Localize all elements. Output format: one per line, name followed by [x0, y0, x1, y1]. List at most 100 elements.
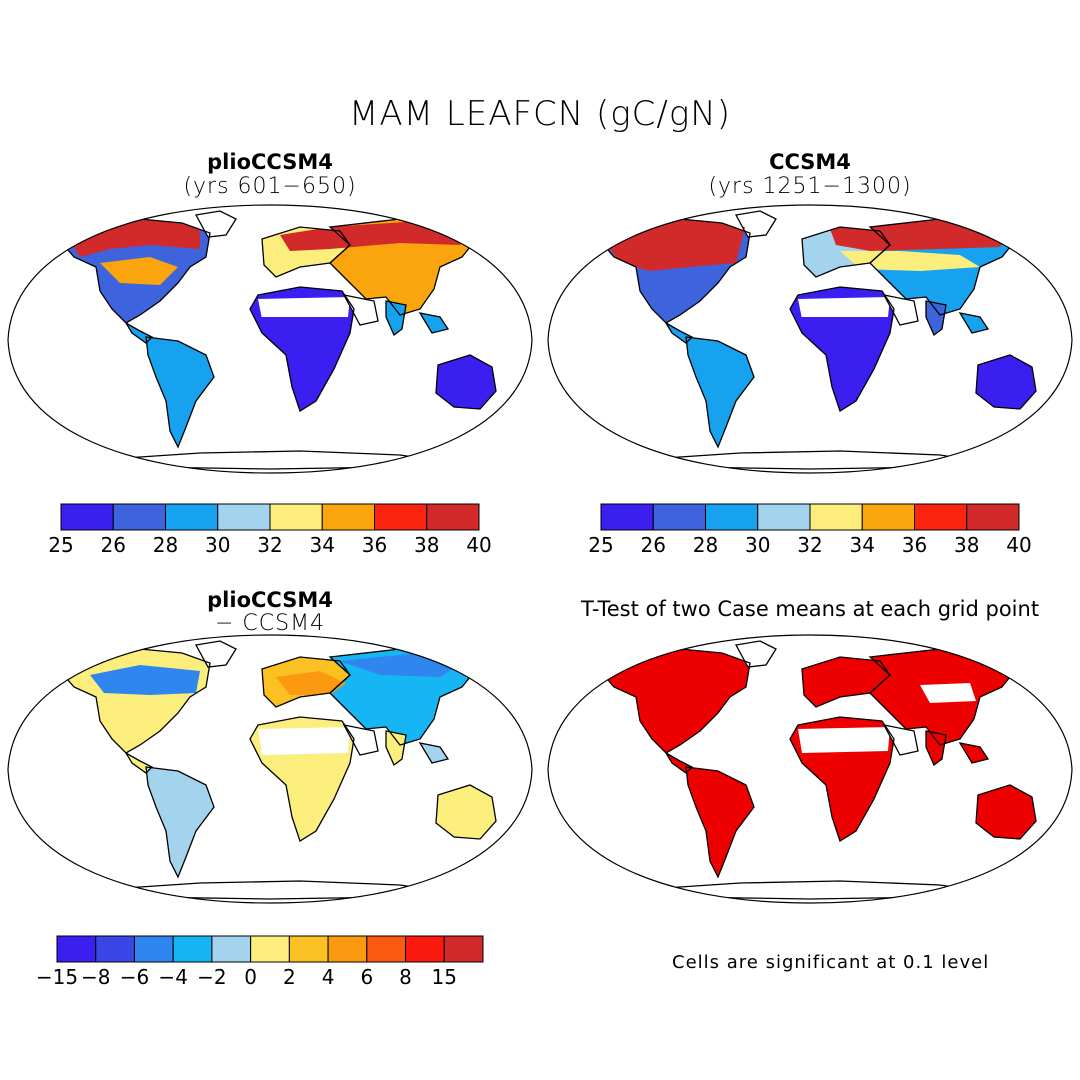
- colorbar-difference: [56, 935, 484, 963]
- land-ant: [110, 881, 440, 899]
- colorbar-swatch: [112, 503, 166, 531]
- panel-subtitle-bottom-left: − CCSM4: [214, 611, 326, 636]
- land-india: [386, 301, 406, 335]
- colorbar-swatch: [443, 935, 484, 963]
- desert-patch: [258, 297, 350, 319]
- colorbar-swatch: [652, 503, 706, 531]
- coastline: [789, 286, 895, 412]
- colorbar-swatch: [165, 503, 219, 531]
- colorbar-tick-label: 40: [1006, 533, 1032, 557]
- colorbar-swatch: [56, 935, 97, 963]
- land-sa: [686, 337, 754, 447]
- land-ant: [650, 881, 980, 899]
- map-panel-ccsm4: [547, 204, 1073, 474]
- land-aus: [436, 355, 496, 409]
- colorbar-swatch: [269, 503, 323, 531]
- colorbar-tick-label: 26: [640, 533, 666, 557]
- panel-title-bottom-left: plioCCSM4: [207, 588, 333, 612]
- colorbar-swatch: [288, 935, 329, 963]
- colorbar-tick-label: 25: [48, 533, 74, 557]
- colorbar-swatch: [426, 503, 480, 531]
- map-border: [7, 634, 533, 904]
- coastline: [882, 724, 919, 756]
- map-panel-pliocene: [7, 204, 533, 474]
- colorbar-tick-label: 8: [399, 965, 412, 989]
- colorbar-tick-label: −2: [197, 965, 227, 989]
- colorbar-tick-label: 2: [282, 965, 296, 989]
- colorbar-difference-ticks: −15 −8 −6 −4 −2 0 2 4 6 8 15: [36, 965, 483, 991]
- coastline: [60, 218, 211, 324]
- colorbar-tick-label: 32: [257, 533, 283, 557]
- coastline: [789, 716, 895, 842]
- map-border: [547, 634, 1073, 904]
- desert-patch: [258, 727, 350, 755]
- land-sa: [146, 337, 214, 447]
- coastline: [975, 354, 1037, 410]
- colorbar-swatch: [217, 503, 271, 531]
- coastline: [925, 300, 947, 337]
- colorbar-tick-label: 34: [309, 533, 335, 557]
- significance-note: Cells are significant at 0.1 level: [672, 952, 990, 973]
- colorbar-swatch: [172, 935, 213, 963]
- panel-subtitle-top-left: (yrs 601−650): [183, 174, 357, 199]
- colorbar-tick-label: 38: [414, 533, 440, 557]
- coastline: [685, 336, 755, 449]
- land-arab: [344, 725, 378, 755]
- panel-title-top-right: CCSM4: [769, 150, 851, 174]
- colorbar-swatch: [966, 503, 1020, 531]
- colorbar-ccsm4: [600, 503, 1020, 531]
- coastline: [194, 640, 237, 668]
- europe-patch: [276, 671, 346, 695]
- sahel-patch: [800, 317, 886, 333]
- colorbar-swatch: [861, 503, 915, 531]
- coastline: [249, 286, 355, 412]
- colorbar-tick-label: 30: [205, 533, 231, 557]
- colorbar-swatch: [321, 503, 375, 531]
- land-india: [386, 731, 406, 765]
- colorbar-swatch: [914, 503, 968, 531]
- coastline: [975, 784, 1037, 840]
- coastline: [734, 640, 777, 668]
- land-sea: [420, 743, 448, 763]
- not-significant-patch: [920, 683, 976, 703]
- land-green: [196, 211, 236, 237]
- coastline: [342, 294, 379, 326]
- colorbar-tick-label: −8: [80, 965, 111, 989]
- panel-subtitle-top-right: (yrs 1251−1300): [708, 174, 912, 199]
- colorbar-tick-label: 15: [431, 965, 457, 989]
- coastline: [882, 294, 919, 326]
- map-border: [547, 204, 1073, 474]
- land-ant: [650, 451, 980, 469]
- colorbar-pliocene-ticks: 25 26 28 30 32 34 36 38 40: [48, 533, 491, 559]
- land-sea: [960, 313, 988, 333]
- map-panel-ttest: [547, 634, 1073, 904]
- coastline: [435, 784, 497, 840]
- coastline: [685, 766, 755, 879]
- land-arab: [884, 725, 918, 755]
- colorbar-tick-label: 32: [797, 533, 823, 557]
- panel-title-bottom-right: T-Test of two Case means at each grid po…: [580, 597, 1040, 621]
- colorbar-swatch: [211, 935, 252, 963]
- colorbar-ccsm4-ticks: 25 26 28 30 32 34 36 38 40: [588, 533, 1031, 559]
- coastline: [664, 751, 694, 774]
- coastline: [385, 730, 407, 767]
- colorbar-swatch: [374, 503, 428, 531]
- colorbar-tick-label: 36: [361, 533, 388, 557]
- land-sa: [146, 767, 214, 877]
- canada-patch: [90, 665, 200, 695]
- coastline: [385, 300, 407, 337]
- land-aus: [976, 355, 1036, 409]
- colorbar-tick-label: 28: [692, 533, 719, 557]
- sahel-patch: [260, 317, 346, 333]
- coastline: [734, 210, 777, 238]
- colorbar-tick-label: 4: [321, 965, 335, 989]
- map-panel-difference: [7, 634, 533, 904]
- land-green: [736, 211, 776, 237]
- coastline: [249, 716, 355, 842]
- colorbar-pliocene: [60, 503, 480, 531]
- not-significant-patch: [798, 727, 890, 753]
- colorbar-swatch: [600, 503, 654, 531]
- desert-patch: [798, 297, 890, 319]
- coastline: [145, 766, 215, 879]
- colorbar-swatch: [60, 503, 114, 531]
